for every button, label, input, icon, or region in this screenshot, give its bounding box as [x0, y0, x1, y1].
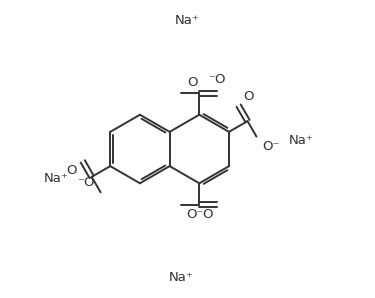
Text: O: O — [188, 76, 198, 89]
Text: Na⁺: Na⁺ — [169, 271, 194, 284]
Text: O: O — [202, 208, 213, 221]
Text: O⁻: O⁻ — [262, 139, 280, 153]
Text: O: O — [243, 90, 254, 103]
Text: Na⁺: Na⁺ — [44, 172, 69, 185]
Text: Na⁺: Na⁺ — [175, 14, 200, 27]
Text: ⁻O: ⁻O — [209, 73, 226, 86]
Text: ⁻O: ⁻O — [77, 176, 94, 189]
Text: O: O — [66, 164, 77, 177]
Text: O⁻: O⁻ — [186, 208, 203, 221]
Text: Na⁺: Na⁺ — [288, 134, 313, 147]
